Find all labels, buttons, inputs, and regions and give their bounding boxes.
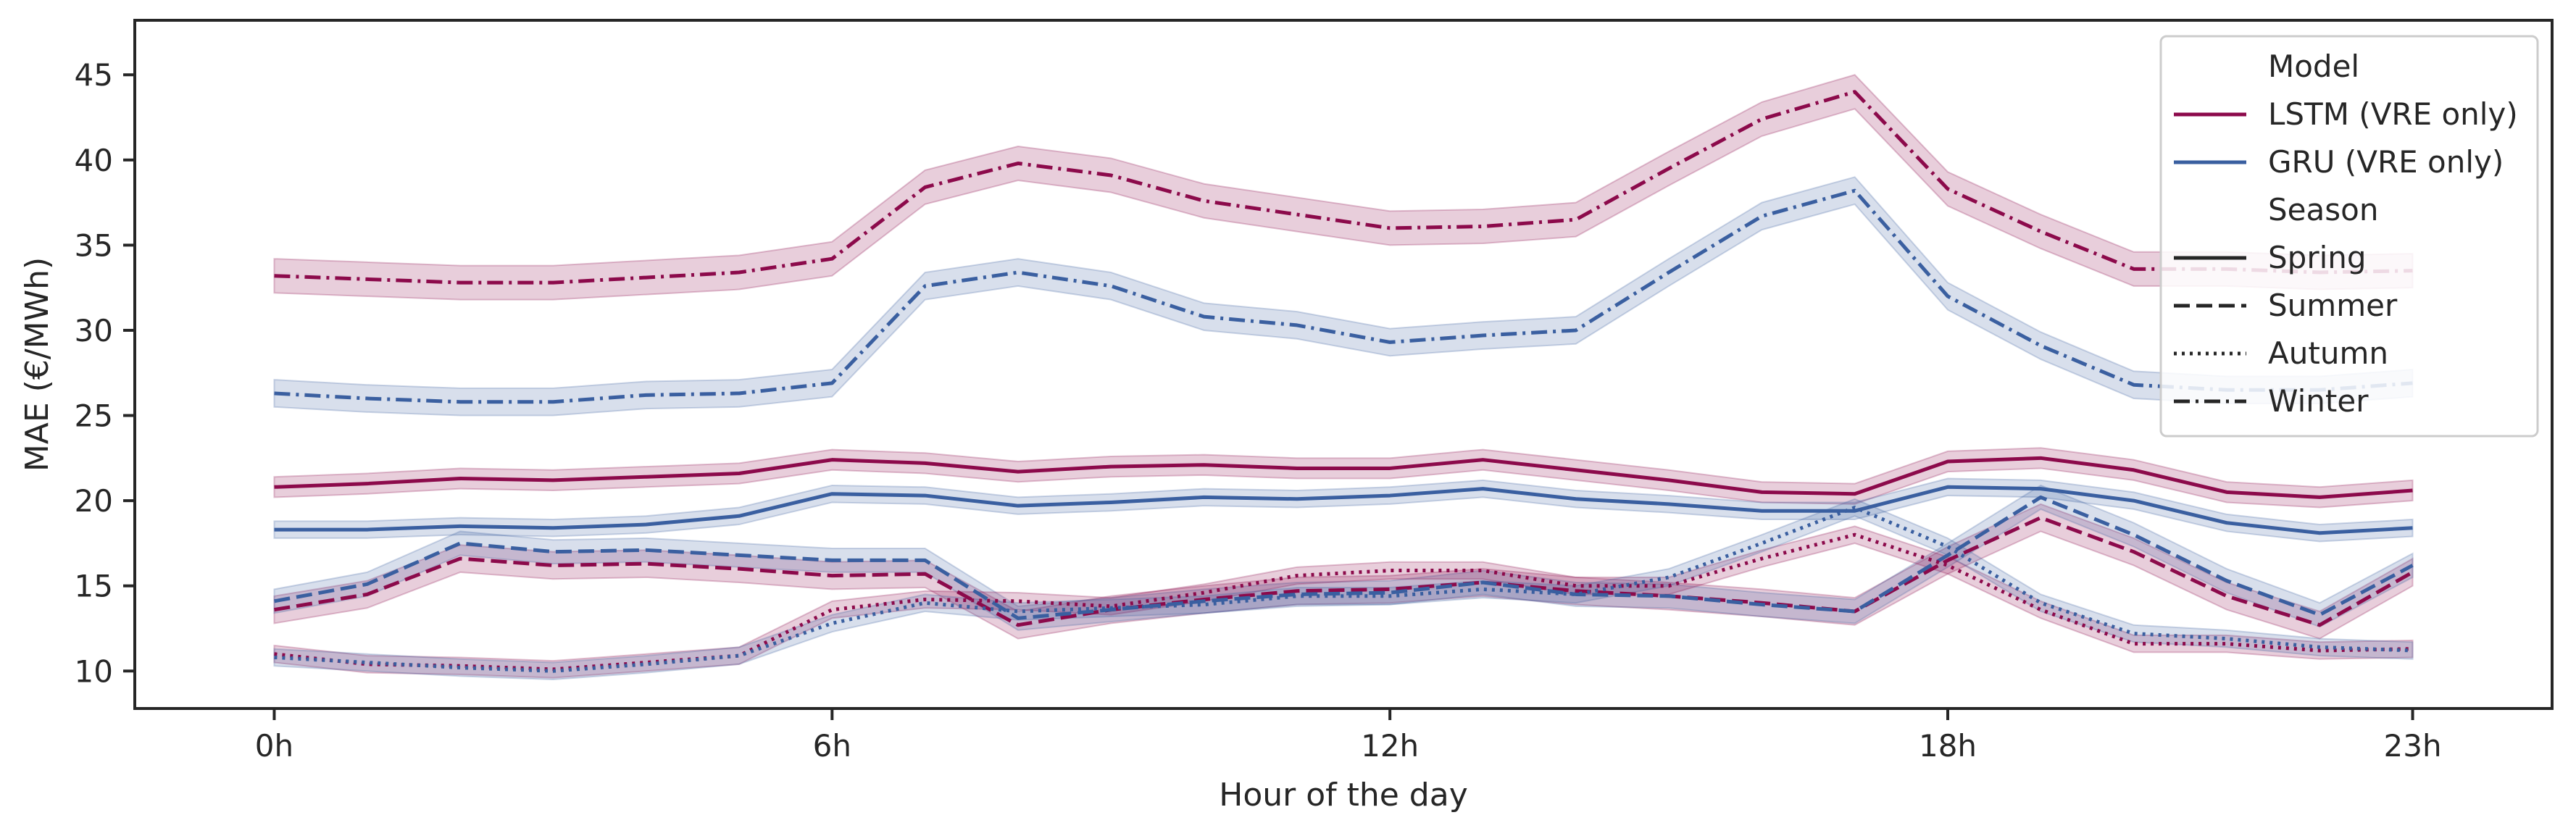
y-tick-label: 40 [75,143,113,178]
legend-label: Winter [2268,383,2369,419]
series-line-gru-winter [274,188,2413,404]
x-tick-label: 6h [813,728,851,764]
legend: Model LSTM (VRE only) GRU (VRE only) Season… [2159,35,2539,438]
series-line-gru-spring [274,485,2413,535]
y-axis-ticks: 10 15 20 25 30 35 40 45 [75,57,135,689]
legend-label: GRU (VRE only) [2268,144,2504,180]
series-line-gru-autumn [274,506,2413,673]
legend-label: LSTM (VRE only) [2268,96,2518,132]
x-tick-label: 23h [2384,728,2442,764]
series-line-lstm-spring [274,456,2413,499]
y-tick-label: 25 [75,398,113,434]
x-tick-label: 18h [1919,728,1977,764]
band-lstm-winter [273,74,2414,301]
legend-label: Autumn [2268,335,2388,371]
y-tick-label: 45 [75,57,113,93]
y-tick-label: 35 [75,227,113,263]
series-lines [274,90,2414,673]
confidence-bands [273,74,2414,681]
band-lstm-autumn [273,525,2414,679]
band-gru-summer [273,484,2414,631]
legend-title: Model [2268,49,2359,84]
y-tick-label: 15 [75,569,113,604]
series-line-lstm-autumn [274,532,2413,672]
y-tick-label: 20 [75,483,113,519]
x-axis-label: Hour of the day [1219,777,1468,814]
y-tick-label: 30 [75,313,113,348]
x-tick-label: 0h [255,728,293,764]
legend-title: Season [2268,192,2378,227]
series-line-lstm-summer [274,516,2414,627]
legend-box [2159,35,2539,438]
x-tick-label: 12h [1361,728,1419,764]
y-axis-label: MAE (€/MWh) [19,257,56,472]
series-line-lstm-winter [274,90,2413,285]
series-line-gru-summer [274,495,2414,620]
legend-label: Spring [2268,240,2367,275]
plot-frame [133,19,2554,710]
x-axis-ticks: 0h 6h 12h 18h 23h [255,708,2442,764]
legend-label: Summer [2268,288,2398,323]
y-tick-label: 10 [75,653,113,689]
band-lstm-summer [273,503,2414,640]
band-gru-spring [273,477,2414,543]
